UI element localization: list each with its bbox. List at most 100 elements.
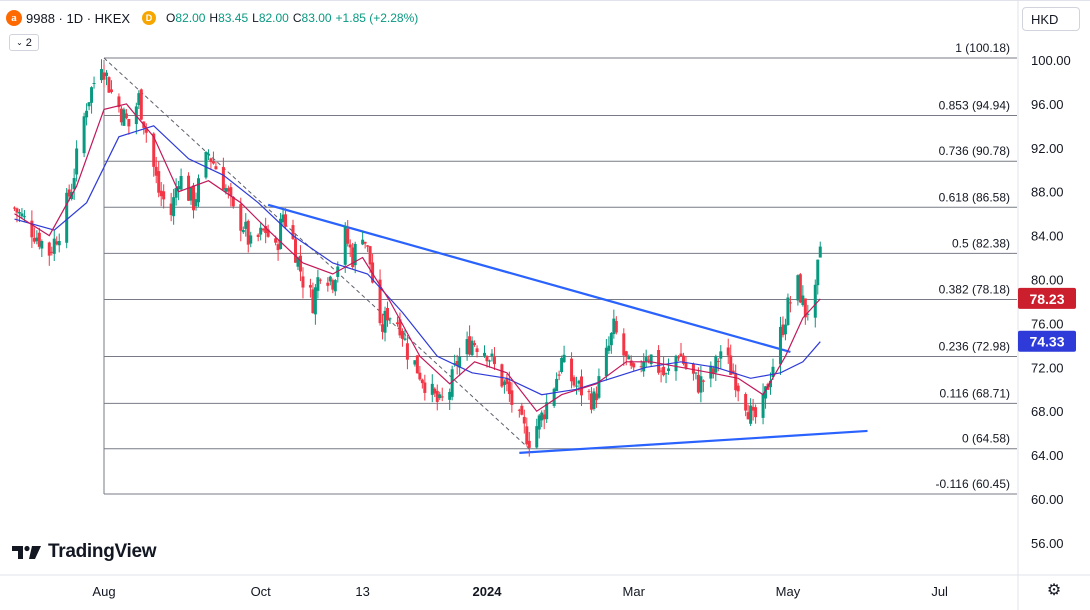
candle-body — [726, 347, 730, 356]
candle-body — [127, 118, 131, 127]
candle-body — [468, 336, 472, 355]
candle-body — [366, 245, 370, 247]
price-tick-label: 88.00 — [1031, 185, 1064, 200]
candle-body — [622, 333, 626, 356]
candle-body — [594, 393, 598, 401]
candle-body — [159, 190, 163, 197]
tradingview-logo[interactable]: TradingView — [12, 541, 157, 563]
candle-body — [333, 280, 337, 292]
candle-body — [769, 380, 773, 388]
candle-body — [540, 412, 544, 421]
candle-body — [139, 89, 143, 120]
candle-body — [749, 405, 753, 424]
candle-body — [368, 246, 372, 265]
candle-body — [311, 289, 315, 314]
candle-body — [67, 189, 71, 197]
candle-body — [699, 376, 703, 393]
candle-body — [525, 426, 529, 445]
candle-body — [328, 276, 332, 282]
candle-body — [535, 426, 539, 448]
candle-body — [612, 318, 616, 335]
data-delay-badge[interactable]: D — [142, 11, 157, 25]
currency-button[interactable]: HKD — [1022, 7, 1080, 31]
candle-body — [398, 319, 402, 336]
candle-body — [761, 393, 765, 418]
candle-body — [438, 394, 442, 399]
candle-body — [520, 405, 524, 415]
candle-body — [256, 234, 260, 237]
candle-body — [65, 192, 69, 243]
candle-body — [318, 279, 322, 281]
candle-body — [82, 116, 86, 154]
low-value: 82.00 — [258, 11, 289, 25]
candle-body — [85, 110, 89, 118]
candle-body — [30, 220, 34, 238]
fast-moving-average-line — [14, 103, 821, 413]
chevron-down-icon: ⌄ — [16, 38, 23, 47]
candle-body — [450, 369, 454, 397]
open-key: O — [166, 11, 176, 25]
price-axis-marker-label: 74.33 — [1029, 334, 1064, 350]
candle-body — [627, 355, 631, 360]
candle-body — [104, 72, 108, 77]
price-tick-label: 84.00 — [1031, 229, 1064, 244]
time-tick-label: Mar — [623, 584, 646, 599]
candle-body — [423, 382, 427, 393]
indicators-toggle-button[interactable]: ⌄ 2 — [9, 34, 39, 51]
candle-body — [778, 326, 782, 365]
candle-body — [246, 220, 250, 245]
candle-body — [296, 257, 300, 267]
candle-body — [433, 388, 437, 394]
price-tick-label: 92.00 — [1031, 141, 1064, 156]
candle-body — [179, 175, 183, 190]
candle-body — [604, 347, 608, 377]
candle-body — [403, 338, 407, 340]
settings-gear-icon[interactable]: ⚙ — [1046, 582, 1062, 599]
currency-label: HKD — [1031, 11, 1059, 27]
candle-body — [448, 391, 452, 400]
candle-body — [667, 368, 671, 371]
close-value: 83.00 — [301, 11, 332, 25]
candle-body — [383, 310, 387, 333]
candle-body — [788, 302, 792, 304]
fib-level-label: 0.5 (82.38) — [952, 236, 1010, 250]
candle-body — [241, 230, 245, 233]
candle-body — [32, 237, 36, 242]
candle-body — [470, 340, 474, 356]
candle-body — [109, 89, 113, 93]
candle-body — [681, 355, 685, 364]
candle-body — [657, 349, 661, 373]
candle-body — [15, 208, 19, 213]
candle-body — [308, 285, 312, 288]
price-tick-label: 96.00 — [1031, 97, 1064, 112]
candle-body — [485, 356, 489, 362]
candle-body — [644, 357, 648, 362]
candle-body — [440, 396, 444, 398]
candle-body — [709, 365, 713, 379]
candle-body — [346, 228, 350, 244]
candle-body — [783, 324, 787, 335]
symbol-title[interactable]: 9988 · 1D · HKEX — [26, 10, 131, 26]
symbol-logo-icon: a — [6, 10, 22, 26]
candle-body — [55, 241, 59, 245]
candle-body — [609, 333, 613, 346]
candle-body — [502, 381, 506, 386]
candle-body — [229, 187, 233, 197]
candle-body — [152, 133, 156, 167]
candle-body — [211, 161, 215, 164]
candle-body — [351, 247, 355, 268]
candle-body — [701, 380, 705, 382]
candle-body — [294, 239, 297, 263]
candle-body — [343, 226, 347, 265]
candle-body — [662, 366, 666, 376]
candle-body — [197, 178, 201, 203]
candle-body — [592, 391, 596, 409]
price-tick-label: 56.00 — [1031, 536, 1064, 551]
candle-body — [527, 440, 531, 448]
candle-body — [381, 324, 385, 332]
candle-body — [172, 197, 176, 217]
time-tick-label: Aug — [92, 584, 115, 599]
candle-body — [659, 370, 663, 372]
candle-body — [711, 368, 715, 374]
